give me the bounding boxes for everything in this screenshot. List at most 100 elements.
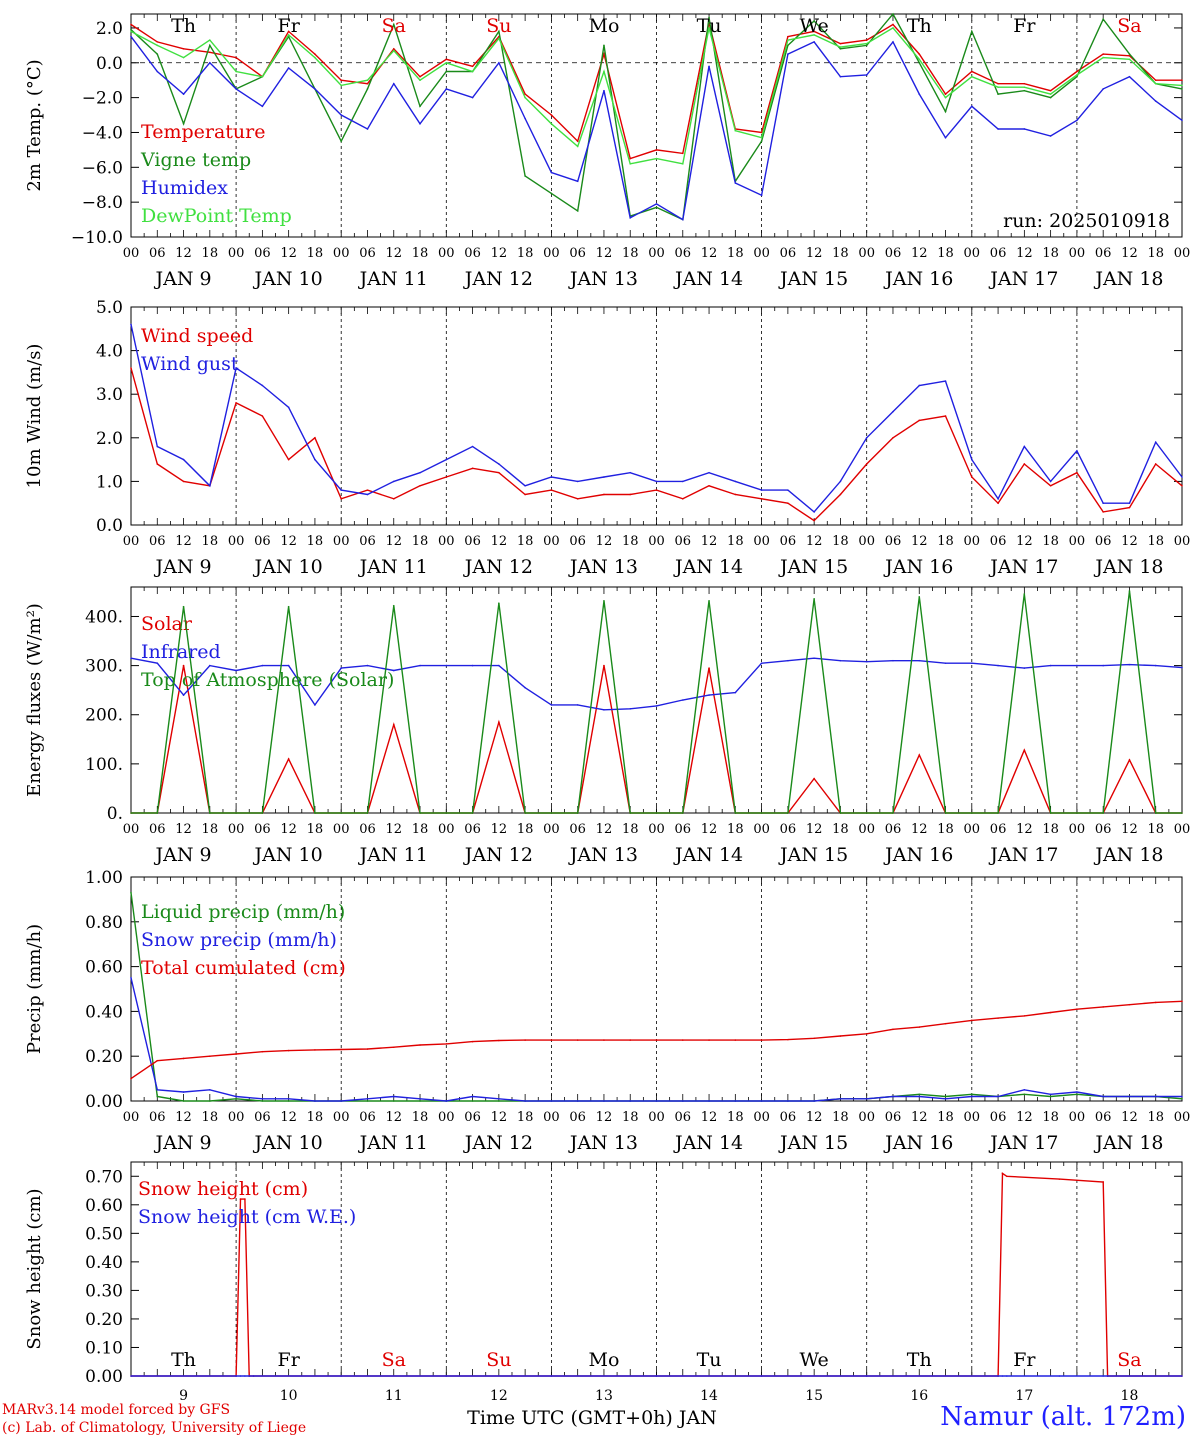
x-tick-label: 00 — [964, 1110, 981, 1125]
x-tick-label: 12 — [701, 246, 718, 261]
y-tick-label: 0.0 — [96, 516, 123, 536]
data-point — [734, 493, 737, 496]
y-tick-label: 0.20 — [85, 1047, 123, 1067]
data-point — [209, 61, 211, 64]
data-point — [918, 659, 921, 662]
data-point — [1023, 82, 1026, 85]
x-tick-label: 00 — [228, 822, 245, 837]
data-point — [235, 669, 237, 672]
data-point — [708, 667, 710, 669]
legend-entry: Humidex — [141, 177, 228, 199]
data-point — [1154, 664, 1157, 667]
data-point — [944, 96, 947, 99]
data-point — [787, 1100, 789, 1102]
x-tick-label: 12 — [175, 534, 192, 549]
x-tick-label: 18 — [202, 1110, 219, 1125]
data-point — [261, 105, 264, 108]
x-tick-label: 00 — [333, 822, 350, 837]
data-point — [1181, 1000, 1183, 1003]
x-tick-label: 06 — [780, 534, 797, 549]
data-point — [524, 493, 526, 496]
data-point — [182, 122, 185, 125]
data-point — [681, 218, 684, 221]
weekday-label: Su — [486, 15, 511, 37]
data-point — [419, 79, 421, 82]
x-tick-label: 06 — [780, 246, 797, 261]
data-point — [550, 171, 553, 174]
data-point — [603, 1100, 605, 1102]
y-tick-label: 0.00 — [85, 1092, 123, 1112]
day-number-label: 14 — [700, 1388, 718, 1404]
data-point — [971, 1019, 973, 1022]
data-point — [944, 1022, 947, 1025]
data-point — [235, 1097, 237, 1100]
data-point — [603, 70, 605, 73]
x-tick-label: 18 — [1147, 534, 1164, 549]
data-point — [366, 812, 369, 814]
data-point — [498, 463, 500, 465]
data-point — [498, 471, 500, 474]
data-point — [392, 669, 395, 672]
x-tick-label: 06 — [990, 822, 1007, 837]
data-point — [130, 1077, 132, 1080]
x-date-label: JAN 18 — [1093, 844, 1163, 866]
data-point — [760, 1039, 763, 1041]
x-tick-label: 12 — [1016, 1110, 1033, 1125]
data-point — [813, 777, 815, 780]
data-point — [419, 812, 421, 814]
data-point — [550, 1375, 553, 1377]
data-point — [865, 1033, 868, 1035]
data-point — [892, 659, 894, 662]
data-point — [944, 93, 947, 95]
day-number-label: 17 — [1015, 1388, 1033, 1404]
x-tick-label: 00 — [1069, 1110, 1086, 1125]
x-date-label: JAN 17 — [988, 844, 1058, 866]
x-tick-label: 12 — [491, 822, 508, 837]
data-point — [156, 70, 159, 73]
x-date-label: JAN 12 — [463, 844, 533, 866]
data-point — [366, 1048, 369, 1050]
data-point — [629, 217, 632, 219]
day-number-label: 13 — [595, 1388, 613, 1404]
data-point — [944, 136, 947, 139]
data-point — [708, 1039, 710, 1041]
x-tick-label: 12 — [596, 246, 613, 261]
data-point — [1181, 1375, 1183, 1377]
data-point — [760, 1375, 763, 1377]
data-point — [471, 812, 474, 814]
x-date-label: JAN 18 — [1093, 1132, 1163, 1154]
data-point — [1128, 590, 1131, 592]
data-point — [655, 1375, 658, 1377]
x-tick-label: 18 — [412, 822, 429, 837]
y-axis-label: Energy fluxes (W/m²) — [24, 603, 45, 797]
x-tick-label: 06 — [1095, 246, 1112, 261]
x-tick-label: 18 — [1042, 1110, 1059, 1125]
data-point — [708, 694, 710, 696]
data-point — [445, 458, 448, 461]
data-point — [314, 437, 316, 439]
chart-panel-4: 0.00 0.20 0.40 0.60 0.80 1.00 Precip (mm/h) Liq… — [24, 868, 1190, 1154]
x-tick-label: 18 — [412, 246, 429, 261]
data-point — [1076, 812, 1078, 814]
y-tick-label: 200. — [85, 706, 123, 726]
data-point — [340, 1048, 343, 1051]
data-point — [156, 812, 159, 814]
x-tick-label: 00 — [964, 246, 981, 261]
x-tick-label: 18 — [307, 822, 324, 837]
data-point — [918, 754, 921, 756]
data-point — [1181, 1097, 1183, 1100]
data-point — [760, 140, 763, 142]
data-point — [1023, 593, 1026, 595]
data-point — [760, 131, 763, 134]
data-point — [498, 1100, 500, 1102]
data-point — [550, 704, 553, 706]
weekday-label: Tu — [697, 1349, 722, 1371]
x-tick-label: 06 — [780, 822, 797, 837]
weekday-label: Fr — [278, 1349, 301, 1371]
data-point — [1076, 1091, 1078, 1093]
data-point — [550, 476, 553, 478]
data-point — [419, 664, 421, 667]
x-tick-label: 00 — [228, 246, 245, 261]
x-tick-label: 00 — [123, 822, 140, 837]
data-point — [708, 16, 710, 19]
